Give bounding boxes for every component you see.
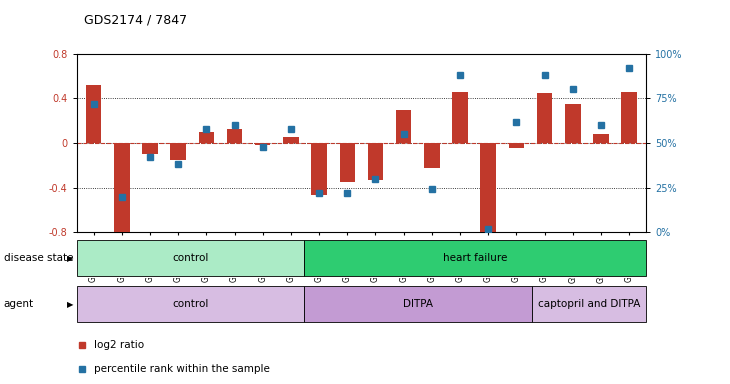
Bar bbox=[593, 134, 609, 143]
Text: DITPA: DITPA bbox=[403, 299, 434, 310]
Bar bbox=[480, 143, 496, 232]
Bar bbox=[114, 143, 129, 235]
Text: ▶: ▶ bbox=[66, 253, 73, 263]
Bar bbox=[170, 143, 186, 160]
Text: percentile rank within the sample: percentile rank within the sample bbox=[93, 364, 269, 374]
Text: heart failure: heart failure bbox=[443, 253, 507, 263]
Bar bbox=[509, 143, 524, 147]
Bar bbox=[199, 132, 214, 143]
Bar bbox=[368, 143, 383, 180]
Text: GDS2174 / 7847: GDS2174 / 7847 bbox=[84, 14, 187, 27]
Bar bbox=[311, 143, 327, 195]
Bar bbox=[621, 92, 637, 143]
Bar bbox=[537, 93, 553, 143]
Bar bbox=[227, 129, 242, 143]
Text: log2 ratio: log2 ratio bbox=[93, 340, 144, 350]
Bar bbox=[453, 92, 468, 143]
Text: captopril and DITPA: captopril and DITPA bbox=[538, 299, 640, 310]
Bar bbox=[255, 143, 270, 145]
Bar bbox=[424, 143, 439, 167]
Text: control: control bbox=[172, 253, 209, 263]
Text: agent: agent bbox=[4, 299, 34, 309]
Bar bbox=[283, 137, 299, 143]
Text: disease state: disease state bbox=[4, 253, 73, 263]
Text: ▶: ▶ bbox=[66, 300, 73, 309]
Text: control: control bbox=[172, 299, 209, 310]
Bar bbox=[142, 143, 158, 154]
Bar bbox=[304, 286, 532, 323]
Bar bbox=[565, 104, 580, 143]
Bar bbox=[339, 143, 355, 182]
Bar bbox=[532, 286, 646, 323]
Bar bbox=[86, 85, 101, 143]
Bar bbox=[304, 240, 646, 276]
Bar bbox=[77, 286, 304, 323]
Bar bbox=[396, 109, 412, 143]
Bar bbox=[77, 240, 304, 276]
